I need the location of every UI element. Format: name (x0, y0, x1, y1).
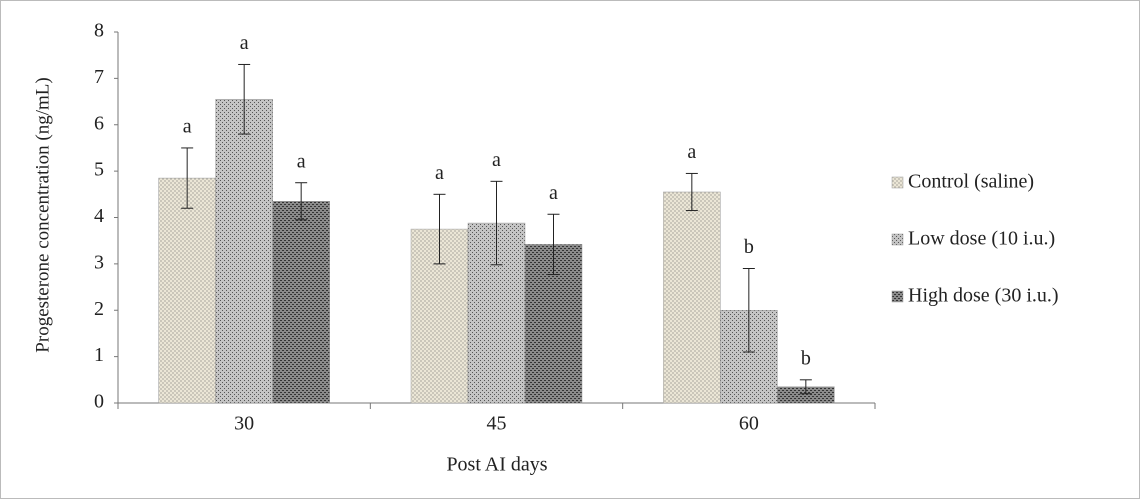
error-bar (295, 182, 308, 221)
error-bar (799, 379, 812, 395)
legend-label: Low dose (10 i.u.) (908, 228, 1055, 250)
y-tick-label: 8 (94, 20, 104, 42)
error-bar (490, 180, 503, 266)
significance-letter: a (240, 32, 249, 54)
x-axis-label: Post AI days (446, 454, 547, 476)
legend-label: Control (saline) (908, 171, 1034, 193)
bar (158, 177, 216, 404)
error-bar (181, 147, 194, 209)
significance-letter: a (435, 162, 444, 184)
significance-letter: a (183, 116, 192, 138)
x-tick-label: 30 (234, 413, 254, 435)
legend-swatch (891, 290, 904, 303)
x-tick-label: 60 (739, 413, 759, 435)
y-tick-label: 3 (94, 251, 104, 273)
bar (215, 98, 273, 404)
error-bar (547, 213, 560, 276)
y-axis-label: Progesterone concentration (ng/mL) (32, 77, 53, 352)
error-bar (742, 268, 755, 353)
significance-letter: b (801, 347, 811, 369)
legend-label: High dose (30 i.u.) (908, 285, 1059, 307)
y-tick-label: 4 (94, 205, 104, 227)
y-tick-label: 5 (94, 159, 104, 181)
significance-letter: b (744, 236, 754, 258)
error-bar (433, 193, 446, 265)
x-tick-label: 45 (487, 413, 507, 435)
y-tick-label: 2 (94, 298, 104, 320)
significance-letter: a (687, 141, 696, 163)
significance-letter: a (492, 149, 501, 171)
bar (272, 201, 330, 404)
significance-letter: a (549, 182, 558, 204)
y-tick-label: 0 (94, 391, 104, 413)
y-tick-label: 1 (94, 344, 104, 366)
legend-swatch (891, 176, 904, 189)
error-bar (685, 172, 698, 212)
y-tick-label: 7 (94, 66, 104, 88)
legend-swatch (891, 233, 904, 246)
error-bar (238, 63, 251, 135)
significance-letter: a (297, 150, 306, 172)
bar (663, 191, 721, 404)
y-tick-label: 6 (94, 112, 104, 134)
